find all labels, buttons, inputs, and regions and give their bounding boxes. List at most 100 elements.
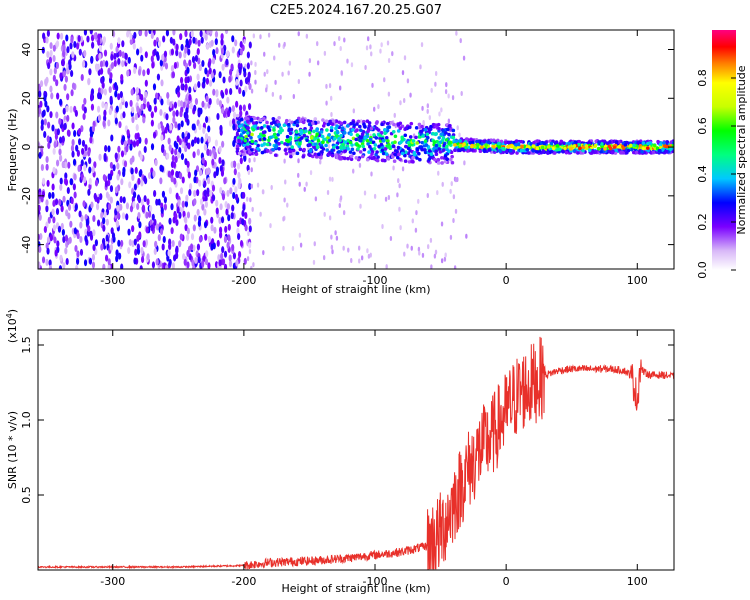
heatmap-cell xyxy=(445,144,449,149)
heatmap-cell xyxy=(375,150,379,154)
heatmap-cell xyxy=(249,117,254,122)
heatmap-cell xyxy=(519,139,524,144)
heatmap-cell xyxy=(398,206,401,212)
heatmap-cell xyxy=(160,206,164,214)
heatmap-cell xyxy=(53,236,57,244)
heatmap-cell xyxy=(265,142,270,147)
heatmap-cell xyxy=(327,119,332,124)
heatmap-cell xyxy=(198,123,202,131)
heatmap-cell xyxy=(342,210,346,216)
heatmap-cell xyxy=(194,256,198,264)
heatmap-cell xyxy=(299,242,303,248)
heatmap-cell xyxy=(321,118,325,122)
heatmap-cell xyxy=(623,143,628,147)
heatmap-cell xyxy=(39,100,43,108)
heatmap-cell xyxy=(220,252,224,260)
heatmap-cell xyxy=(131,174,135,182)
heatmap-cell xyxy=(434,149,439,153)
heatmap-cell xyxy=(211,184,216,192)
heatmap-cell xyxy=(181,131,185,139)
heatmap-cell xyxy=(242,191,246,199)
heatmap-cell xyxy=(352,168,355,174)
heatmap-cell xyxy=(393,134,398,139)
heatmap-cell xyxy=(374,121,379,125)
heatmap-cell xyxy=(266,148,270,153)
heatmap-cell xyxy=(411,160,415,164)
heatmap-cell xyxy=(161,243,165,251)
heatmap-cell xyxy=(235,146,240,151)
heatmap-cell xyxy=(198,235,203,243)
heatmap-cell xyxy=(169,36,173,44)
heatmap-cell xyxy=(102,263,106,269)
heatmap-cell xyxy=(497,141,501,146)
heatmap-cell xyxy=(173,140,177,148)
heatmap-cell xyxy=(188,86,192,94)
heatmap-cell xyxy=(566,141,571,146)
heatmap-cell xyxy=(358,150,363,154)
heatmap-cell xyxy=(206,177,211,185)
heatmap-cell xyxy=(482,139,487,144)
heatmap-cell xyxy=(150,55,154,63)
heatmap-cell xyxy=(92,215,96,223)
heatmap-cell xyxy=(334,153,339,157)
heatmap-cell xyxy=(52,216,56,224)
heatmap-cell xyxy=(399,225,402,231)
heatmap-cell xyxy=(73,227,77,235)
heatmap-cell xyxy=(300,136,304,140)
heatmap-cell xyxy=(439,132,444,136)
heatmap-cell xyxy=(116,212,121,220)
heatmap-cell xyxy=(447,132,451,137)
heatmap-cell xyxy=(535,139,540,143)
colorbar-label: Normalized spectral amplitude xyxy=(735,65,748,234)
heatmap-cell xyxy=(554,140,559,145)
heatmap-x-tick-label: -100 xyxy=(363,274,388,287)
heatmap-cell xyxy=(411,139,416,143)
heatmap-cell xyxy=(41,46,45,54)
heatmap-cell xyxy=(358,124,362,129)
heatmap-cell xyxy=(104,254,109,262)
heatmap-cell xyxy=(176,85,180,93)
heatmap-cell xyxy=(331,145,336,150)
heatmap-cell xyxy=(65,257,69,265)
heatmap-cell xyxy=(101,101,105,109)
heatmap-cell xyxy=(178,211,182,219)
heatmap-cell xyxy=(82,113,86,121)
heatmap-cell xyxy=(325,100,328,106)
heatmap-cell xyxy=(254,69,257,75)
heatmap-cell xyxy=(52,54,56,62)
heatmap-cell xyxy=(445,127,450,132)
heatmap-cell xyxy=(138,221,142,229)
heatmap-cell xyxy=(51,124,55,132)
heatmap-cell xyxy=(88,68,92,76)
heatmap-cell xyxy=(458,132,461,138)
figure-title: C2E5.2024.167.20.25.G07 xyxy=(270,3,442,18)
heatmap-cell xyxy=(186,66,190,74)
heatmap-cell xyxy=(239,128,244,133)
heatmap-cell xyxy=(104,145,108,153)
heatmap-cell xyxy=(406,243,409,249)
heatmap-cell xyxy=(123,140,128,148)
heatmap-cell xyxy=(437,136,441,140)
heatmap-cell xyxy=(107,67,111,75)
heatmap-cell xyxy=(370,51,373,57)
heatmap-cell xyxy=(178,172,183,180)
heatmap-cell xyxy=(89,136,93,144)
heatmap-cell xyxy=(108,173,113,181)
heatmap-cell xyxy=(297,79,301,85)
heatmap-cell xyxy=(247,71,251,79)
heatmap-cell xyxy=(347,247,350,253)
heatmap-cell xyxy=(231,204,235,212)
heatmap-cell xyxy=(170,203,174,211)
heatmap-cell xyxy=(381,151,386,156)
heatmap-cell xyxy=(148,30,152,35)
heatmap-cell xyxy=(182,101,186,109)
heatmap-cell xyxy=(274,139,278,143)
heatmap-cell xyxy=(271,116,276,121)
heatmap-cell xyxy=(325,148,329,152)
heatmap-cell xyxy=(441,181,444,187)
heatmap-cell xyxy=(510,144,514,149)
heatmap-cell xyxy=(83,164,87,172)
heatmap-cell xyxy=(144,91,148,99)
heatmap-cell xyxy=(46,30,50,37)
heatmap-cell xyxy=(541,149,546,154)
